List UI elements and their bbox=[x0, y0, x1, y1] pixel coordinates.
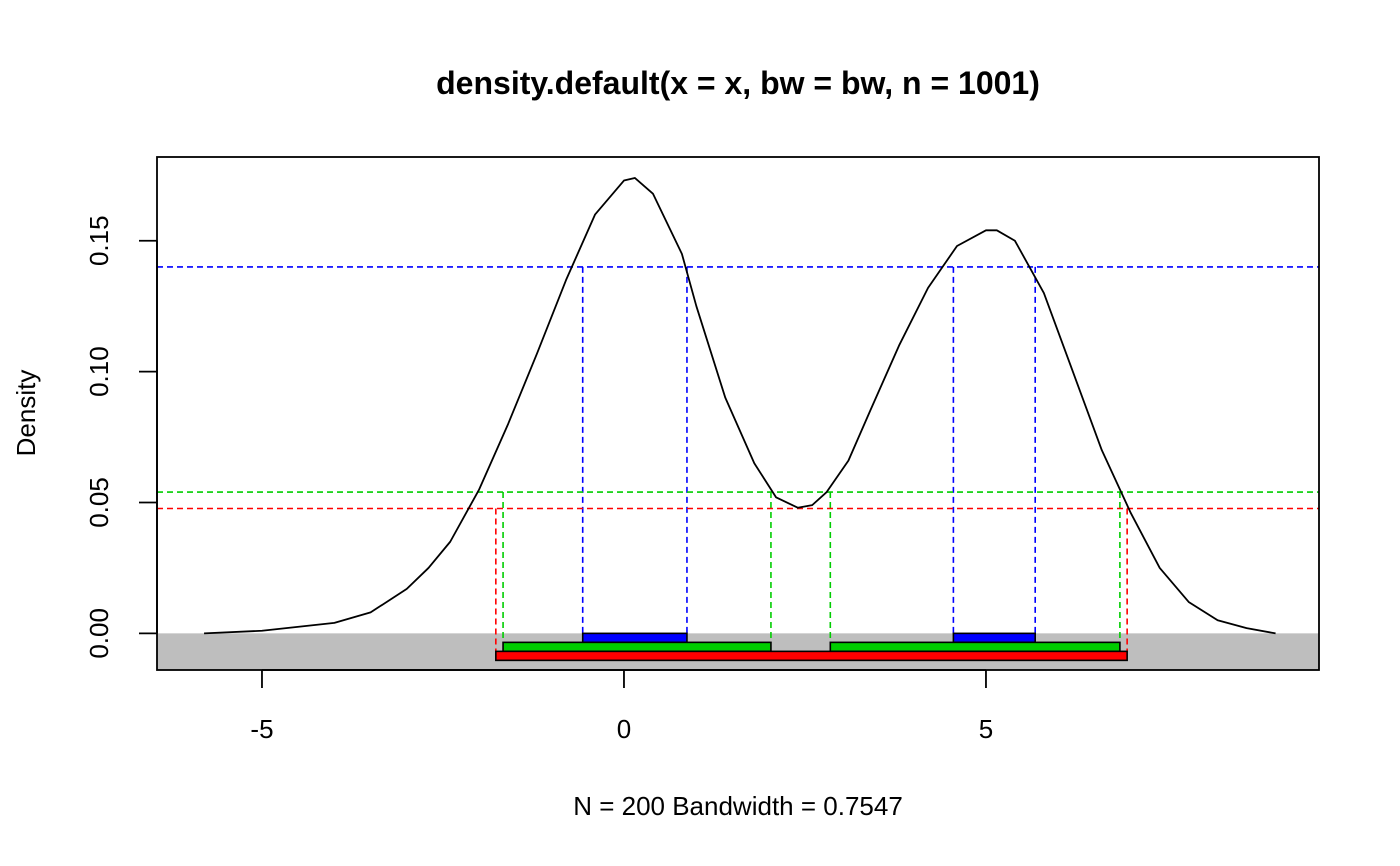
x-tick-label: -5 bbox=[250, 714, 273, 744]
y-tick-label: 0.05 bbox=[84, 477, 114, 528]
plot-frame bbox=[156, 156, 1320, 671]
y-axis-label: Density bbox=[11, 370, 41, 457]
y-tick-label: 0.10 bbox=[84, 346, 114, 397]
density-curve bbox=[204, 177, 1276, 635]
chart-title: density.default(x = x, bw = bw, n = 1001… bbox=[436, 65, 1040, 101]
y-tick-label: 0.00 bbox=[84, 608, 114, 659]
hdr-interval-bar bbox=[829, 641, 1121, 653]
axes: -5 0 5 0.00 0.05 0.10 0.15 bbox=[84, 156, 1320, 744]
hdr-interval-bar bbox=[502, 641, 772, 653]
x-tick-label: 0 bbox=[617, 714, 631, 744]
y-tick-label: 0.15 bbox=[84, 215, 114, 266]
x-tick-label: 5 bbox=[979, 714, 993, 744]
hdr-interval-bar bbox=[581, 632, 688, 644]
x-axis-label: N = 200 Bandwidth = 0.7547 bbox=[573, 791, 903, 821]
plot-area bbox=[157, 177, 1319, 670]
hdr-interval-bar bbox=[495, 650, 1128, 662]
hdr-interval-bar bbox=[952, 632, 1036, 644]
